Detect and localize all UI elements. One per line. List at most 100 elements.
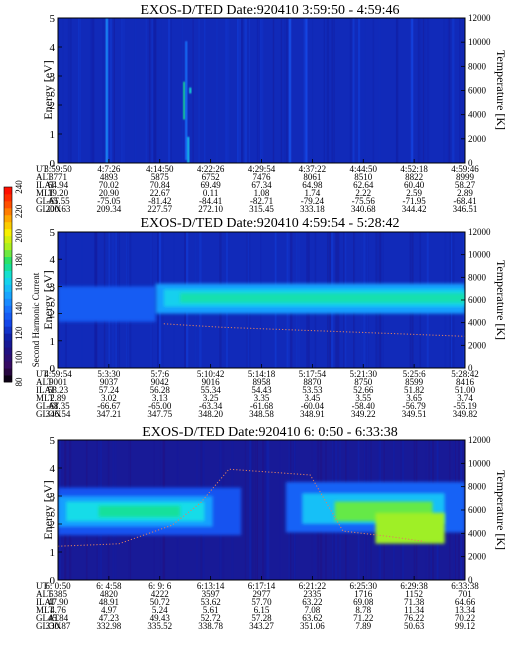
table-cell: 8510 bbox=[354, 172, 373, 182]
heatmap-texture-column bbox=[61, 18, 64, 163]
panel-1-y2label: Temperature [K] bbox=[494, 50, 505, 130]
heatmap-feature bbox=[105, 18, 108, 163]
table-cell: 7.89 bbox=[355, 621, 371, 631]
panel-3-title: EXOS-D/TED Date:920410 6: 0:50 - 6:33:38 bbox=[142, 425, 397, 440]
y-tick-label: 4 bbox=[50, 463, 56, 475]
table-row-label: ALT bbox=[36, 589, 53, 599]
table-cell: 1152 bbox=[405, 589, 423, 599]
heatmap-feature bbox=[411, 18, 414, 163]
y-tick-label: 1 bbox=[50, 336, 56, 348]
y2-tick-label: 6000 bbox=[468, 505, 487, 515]
colorbar-swatch bbox=[4, 361, 12, 369]
colorbar-swatch bbox=[4, 187, 12, 195]
y2-tick-label: 2000 bbox=[468, 134, 487, 144]
y2-tick-label: 4000 bbox=[468, 318, 487, 328]
table-cell: 0.11 bbox=[203, 188, 218, 198]
table-cell: 227.57 bbox=[147, 204, 172, 214]
y2-tick-label: 6000 bbox=[468, 295, 487, 305]
colorbar-ticks: 80 100 120 140 160 180 200 220 240 bbox=[14, 180, 24, 387]
heatmap-texture-column bbox=[378, 18, 381, 163]
table-cell: 4:29:54 bbox=[248, 164, 276, 174]
table-cell: 2.89 bbox=[50, 393, 66, 403]
heatmap-feature bbox=[305, 18, 308, 163]
table-row-label: GLON bbox=[36, 621, 61, 631]
heatmap-texture-column bbox=[106, 18, 110, 163]
table-cell: 4:14:50 bbox=[146, 164, 174, 174]
table-cell: 4:7:26 bbox=[97, 164, 121, 174]
heatmap-texture-column bbox=[418, 18, 422, 163]
table-cell: 5875 bbox=[151, 172, 170, 182]
heatmap-texture-column bbox=[333, 18, 335, 163]
heatmap-texture-column bbox=[225, 18, 228, 163]
table-cell: 70.02 bbox=[99, 180, 119, 190]
heatmap-texture-column bbox=[113, 18, 115, 163]
heatmap-feature bbox=[185, 41, 188, 161]
colorbar-swatch bbox=[4, 263, 12, 271]
table-row-label: GLAT bbox=[36, 196, 59, 206]
y2-tick-label: 0 bbox=[468, 575, 473, 585]
colorbar-swatch bbox=[4, 256, 12, 265]
table-cell: 3.25 bbox=[203, 393, 219, 403]
heatmap-texture-column bbox=[311, 18, 314, 163]
y-tick-label: 2 bbox=[50, 309, 56, 321]
table-cell: 3.74 bbox=[457, 393, 473, 403]
table-cell: 5.24 bbox=[152, 605, 168, 615]
panel-1: EXOS-D/TED Date:920410 3:59:50 - 4:59:46… bbox=[36, 3, 505, 214]
colorbar-tick-label: 160 bbox=[14, 277, 24, 291]
table-cell: 5:10:42 bbox=[197, 369, 225, 379]
heatmap-texture-column bbox=[331, 18, 333, 163]
heatmap-feature bbox=[187, 136, 190, 163]
table-cell: -68.35 bbox=[46, 401, 70, 411]
table-cell: 6:29:38 bbox=[400, 581, 428, 591]
table-cell: 5:17:54 bbox=[299, 369, 327, 379]
heatmap-texture-column bbox=[192, 18, 194, 163]
y-tick-label: 3 bbox=[50, 281, 56, 293]
table-cell: 4.76 bbox=[50, 605, 66, 615]
table-cell: 53.62 bbox=[201, 597, 221, 607]
table-cell: 348.58 bbox=[249, 409, 274, 419]
colorbar-swatch bbox=[4, 277, 12, 285]
heatmap-texture-column bbox=[448, 18, 451, 163]
y2-tick-label: 8000 bbox=[468, 272, 487, 282]
table-cell: 3.45 bbox=[305, 393, 321, 403]
table-cell: -55.19 bbox=[453, 401, 477, 411]
panel-2-plot-area bbox=[58, 232, 465, 368]
table-cell: 347.75 bbox=[147, 409, 172, 419]
table-cell: 1716 bbox=[354, 589, 373, 599]
table-cell: 5:7:6 bbox=[150, 369, 169, 379]
heatmap-texture-column bbox=[443, 18, 446, 163]
heatmap-texture-column bbox=[395, 18, 398, 163]
table-cell: 2335 bbox=[303, 589, 322, 599]
table-cell: 50.72 bbox=[150, 597, 170, 607]
heatmap-texture-column bbox=[372, 18, 375, 163]
table-cell: 3.55 bbox=[355, 393, 371, 403]
table-cell: 349.51 bbox=[402, 409, 427, 419]
heatmap-band bbox=[375, 512, 445, 544]
heatmap-texture-column bbox=[251, 440, 254, 580]
panel-2-y2label: Temperature [K] bbox=[494, 260, 505, 340]
table-cell: 346.51 bbox=[453, 204, 478, 214]
table-cell: 47.23 bbox=[99, 613, 120, 623]
y-tick-label: 1 bbox=[50, 129, 56, 141]
colorbar-swatch bbox=[4, 319, 12, 327]
table-cell: 70.84 bbox=[150, 180, 171, 190]
colorbar-swatch bbox=[4, 228, 12, 237]
heatmap-texture-column bbox=[244, 18, 248, 163]
table-cell: 5:3:30 bbox=[97, 369, 121, 379]
table-cell: 347.21 bbox=[97, 409, 122, 419]
colorbar-swatch bbox=[4, 242, 12, 251]
table-cell: 349.82 bbox=[453, 409, 478, 419]
colorbar-swatch bbox=[4, 326, 12, 334]
table-cell: 1.74 bbox=[305, 188, 321, 198]
colorbar-label: Second Harmonic Current bbox=[31, 272, 41, 367]
heatmap-texture-column bbox=[262, 440, 264, 580]
heatmap-texture-column bbox=[259, 18, 262, 163]
colorbar-swatch bbox=[4, 200, 12, 209]
table-cell: -79.24 bbox=[301, 196, 325, 206]
table-cell: 58.27 bbox=[455, 180, 476, 190]
heatmap-texture-column bbox=[359, 18, 362, 163]
table-cell: 51.82 bbox=[404, 385, 424, 395]
heatmap-texture-column bbox=[248, 18, 251, 163]
table-cell: 6.15 bbox=[254, 605, 270, 615]
y2-tick-label: 0 bbox=[468, 158, 473, 168]
